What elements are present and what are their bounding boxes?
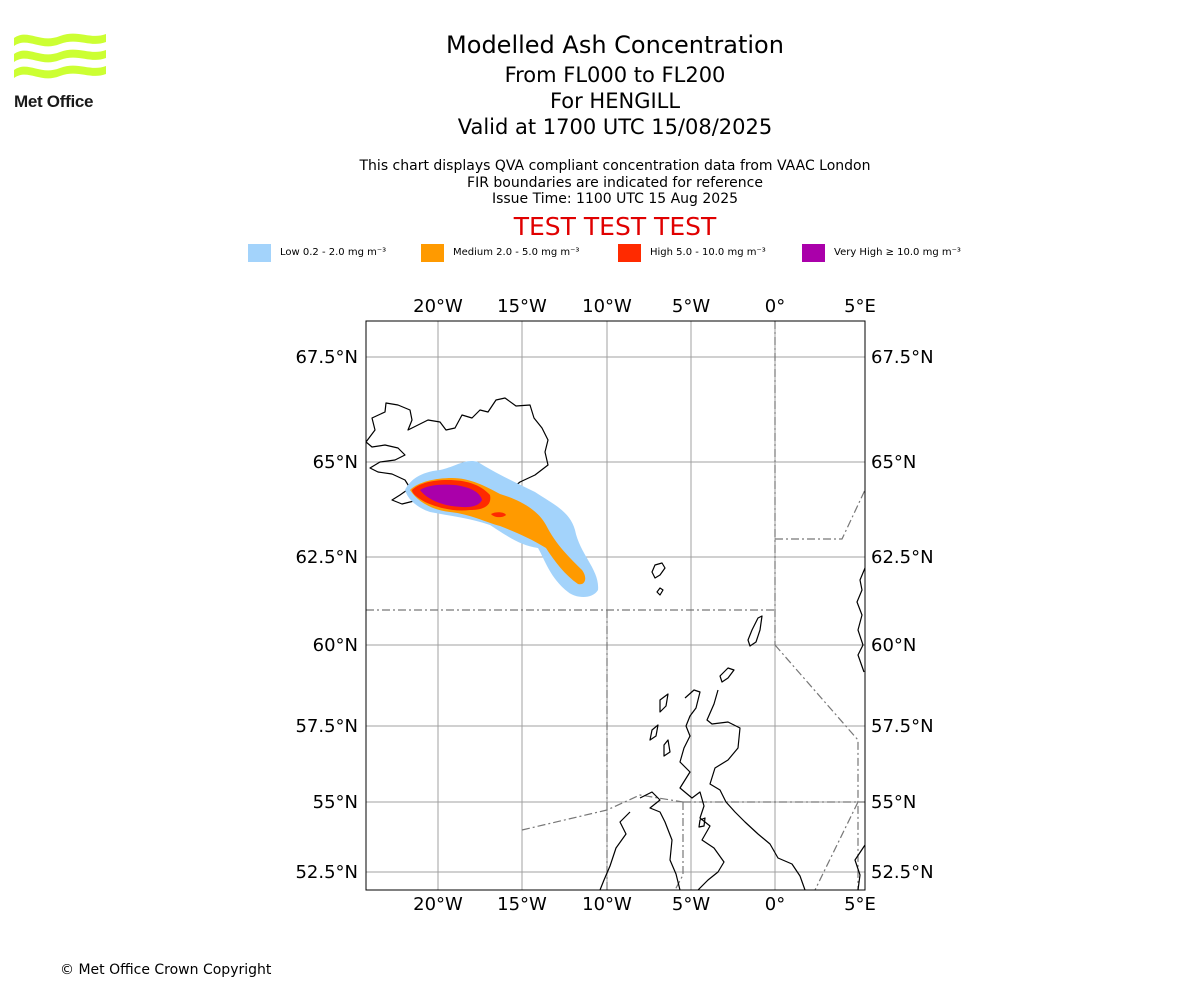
lat-label-right: 65°N: [871, 452, 916, 473]
lat-label-left: 67.5°N: [295, 347, 358, 368]
title-block: Modelled Ash Concentration From FL000 to…: [315, 28, 915, 140]
lat-labels-right: 67.5°N 65°N 62.5°N 60°N 57.5°N 55°N 52.5…: [871, 347, 934, 883]
lon-labels-top: 20°W 15°W 10°W 5°W 0° 5°E: [413, 296, 876, 317]
lat-label-right: 62.5°N: [871, 547, 934, 568]
lon-label-top: 5°E: [844, 296, 876, 317]
lat-labels-left: 67.5°N 65°N 62.5°N 60°N 57.5°N 55°N 52.5…: [295, 347, 358, 883]
lat-label-left: 60°N: [313, 635, 358, 656]
legend-label-high: High 5.0 - 10.0 mg m⁻³: [650, 247, 766, 258]
norway-coastline: [856, 567, 865, 673]
legend-swatch-high: [618, 244, 641, 262]
lon-label-top: 5°W: [672, 296, 710, 317]
lat-label-left: 65°N: [313, 452, 358, 473]
lon-labels-bottom: 20°W 15°W 10°W 5°W 0° 5°E: [413, 894, 876, 915]
ash-plume: [405, 460, 599, 597]
legend-label-medium: Medium 2.0 - 5.0 mg m⁻³: [453, 247, 580, 258]
lat-label-right: 57.5°N: [871, 716, 934, 737]
lon-label-bottom: 20°W: [413, 894, 463, 915]
lon-label-bottom: 10°W: [582, 894, 632, 915]
volcano-name: For HENGILL: [549, 89, 681, 113]
lon-label-top: 10°W: [582, 296, 632, 317]
qva-note: This chart displays QVA compliant concen…: [359, 158, 871, 174]
gridlines: [366, 321, 865, 890]
shetland-coastline: [747, 615, 763, 647]
issue-time: Issue Time: 1100 UTC 15 Aug 2025: [491, 191, 739, 207]
lat-label-right: 52.5°N: [871, 862, 934, 883]
lon-label-bottom: 5°E: [844, 894, 876, 915]
copyright: © Met Office Crown Copyright: [60, 962, 272, 978]
valid-time: Valid at 1700 UTC 15/08/2025: [457, 115, 773, 139]
lat-label-right: 55°N: [871, 792, 916, 813]
ash-high-spot: [491, 512, 506, 518]
legend-label-very-high: Very High ≥ 10.0 mg m⁻³: [834, 247, 961, 258]
lon-label-top: 20°W: [413, 296, 463, 317]
lon-label-bottom: 5°W: [672, 894, 710, 915]
fir-note: FIR boundaries are indicated for referen…: [467, 174, 763, 191]
met-office-logo: Met Office: [14, 30, 114, 111]
faroes-coastline: [651, 562, 666, 596]
lon-label-top: 0°: [765, 296, 785, 317]
lat-label-left: 62.5°N: [295, 547, 358, 568]
lon-label-bottom: 0°: [765, 894, 785, 915]
test-banner: TEST TEST TEST: [513, 212, 717, 241]
legend-swatch-very-high: [802, 244, 825, 262]
orkney-coastline: [719, 667, 735, 683]
chart-notes: This chart displays QVA compliant concen…: [315, 158, 915, 208]
lat-label-left: 55°N: [313, 792, 358, 813]
map-frame: [365, 320, 866, 891]
fir-boundaries: [366, 321, 865, 890]
legend-swatch-low: [248, 244, 271, 262]
met-office-logo-text: Met Office: [14, 92, 94, 111]
iceland-coastline: [366, 397, 549, 513]
chart-title: Modelled Ash Concentration: [446, 31, 784, 59]
lat-label-right: 60°N: [871, 635, 916, 656]
met-office-waves-icon: [14, 33, 106, 79]
flight-levels: From FL000 to FL200: [504, 63, 726, 87]
isle-of-man-coastline: [698, 817, 706, 828]
netherlands-coastline: [854, 844, 865, 890]
lon-label-top: 15°W: [497, 296, 547, 317]
lat-label-right: 67.5°N: [871, 347, 934, 368]
lat-label-left: 52.5°N: [295, 862, 358, 883]
legend-label-low: Low 0.2 - 2.0 mg m⁻³: [280, 247, 387, 258]
legend-swatch-medium: [421, 244, 444, 262]
hebrides-coastline: [649, 693, 671, 757]
ireland-coastline: [599, 791, 681, 890]
scotland-coastline: [679, 689, 806, 890]
map-plot-area: [366, 321, 865, 890]
lon-label-bottom: 15°W: [497, 894, 547, 915]
ash-very-high-contour: [420, 484, 482, 508]
lat-label-left: 57.5°N: [295, 716, 358, 737]
